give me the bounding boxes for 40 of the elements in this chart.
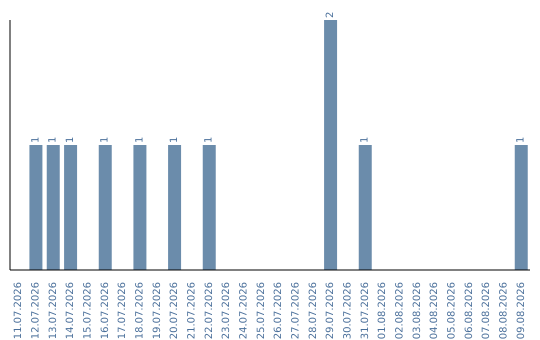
data-label: 1: [134, 136, 146, 143]
data-label: 2: [325, 12, 336, 18]
x-tick-label: 23.07.2026: [221, 282, 232, 340]
x-tick-label: 27.07.2026: [290, 282, 302, 340]
x-tick-label: 21.07.2026: [186, 282, 198, 340]
x-tick-label: 29.07.2026: [325, 282, 336, 340]
x-tick-label: 04.08.2026: [429, 282, 440, 340]
data-label: 1: [30, 136, 42, 143]
x-tick-label: 22.07.2026: [204, 282, 215, 340]
x-tick-label: 08.08.2026: [498, 282, 510, 340]
x-tick-label: 14.07.2026: [65, 282, 76, 340]
x-tick-label: 09.08.2026: [516, 282, 527, 340]
x-tick-label: 03.08.2026: [412, 282, 423, 340]
x-tick-label: 20.07.2026: [169, 282, 180, 340]
data-label: 1: [360, 136, 371, 143]
data-label: 1: [65, 136, 76, 143]
x-tick-label: 17.07.2026: [117, 282, 128, 340]
x-tick-label: 18.07.2026: [134, 282, 146, 340]
x-tick-label: 11.07.2026: [13, 282, 24, 340]
x-tick-label: 06.08.2026: [464, 282, 475, 340]
x-tick-label: 12.07.2026: [30, 282, 42, 340]
x-tick-label: 24.07.2026: [238, 282, 250, 340]
x-tick-label: 31.07.2026: [360, 282, 371, 340]
data-label: 1: [100, 136, 111, 143]
x-tick-label: 05.08.2026: [446, 282, 458, 340]
x-tick-label: 19.07.2026: [152, 282, 163, 340]
x-tick-label: 01.08.2026: [377, 282, 388, 340]
x-tick-label: 07.08.2026: [481, 282, 492, 340]
x-tick-label: 30.07.2026: [342, 282, 354, 340]
data-label: 1: [169, 136, 180, 143]
x-tick-label: 25.07.2026: [256, 282, 267, 340]
x-tick-label: 15.07.2026: [82, 282, 94, 340]
data-label: 1: [48, 136, 59, 143]
data-label: 1: [204, 136, 215, 143]
x-tick-label: 13.07.2026: [48, 282, 59, 340]
x-tick-label: 26.07.2026: [273, 282, 284, 340]
x-tick-label: 28.07.2026: [308, 282, 319, 340]
x-tick-label: 02.08.2026: [394, 282, 406, 340]
data-label: 1: [516, 136, 527, 143]
x-tick-label: 16.07.2026: [100, 282, 111, 340]
